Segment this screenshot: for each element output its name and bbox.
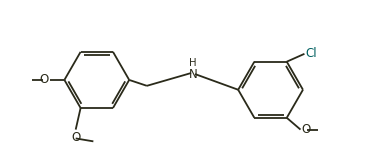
Text: H: H [189,58,197,68]
Text: Cl: Cl [305,47,317,60]
Text: O: O [301,123,311,136]
Text: O: O [71,131,80,143]
Text: O: O [39,73,49,86]
Text: N: N [188,67,197,81]
